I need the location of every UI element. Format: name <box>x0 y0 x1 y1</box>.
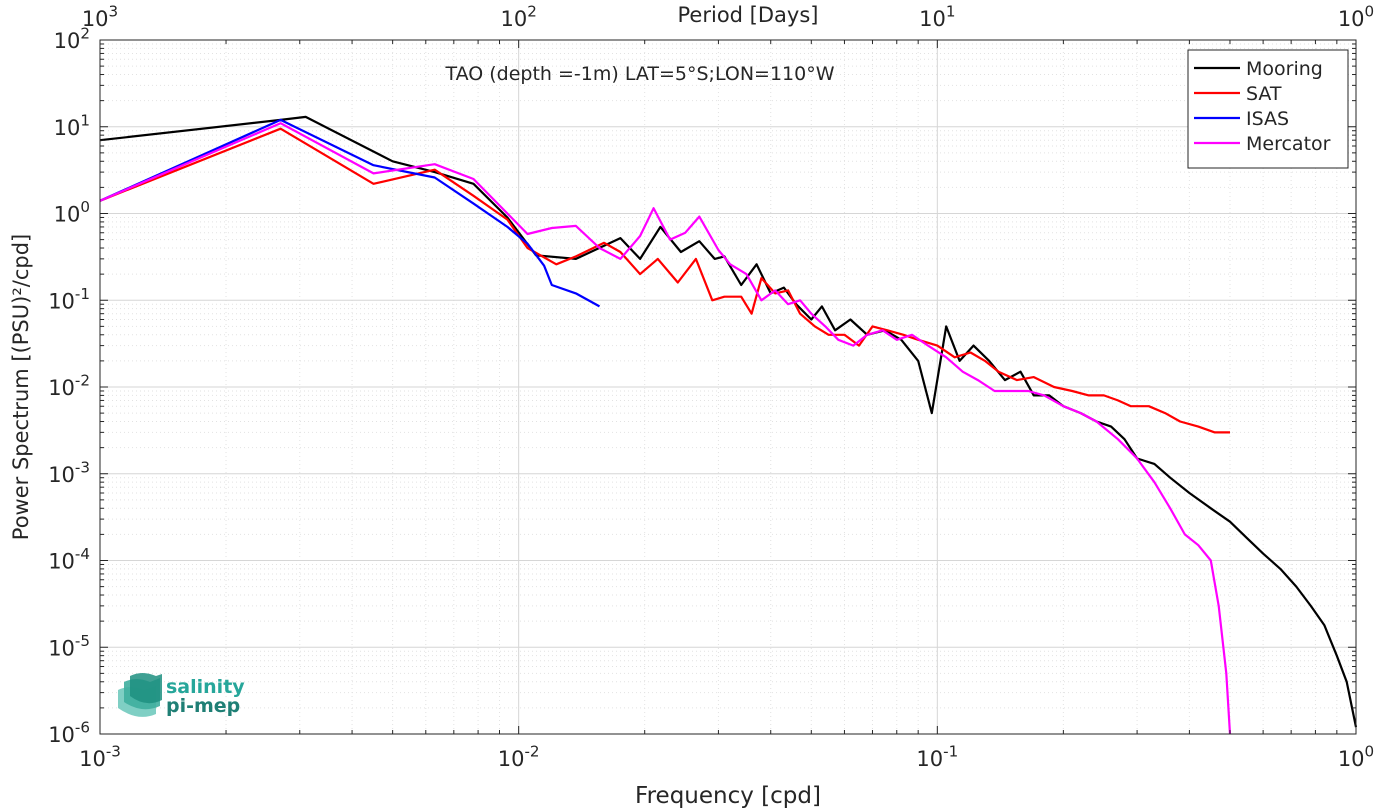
chart-title: TAO (depth =-1m) LAT=5°S;LON=110°W <box>444 63 834 85</box>
top-axis-title: Period [Days] <box>678 3 819 27</box>
x-tick-label: 10-3 <box>79 743 121 771</box>
axis-ticks <box>99 39 1357 735</box>
logo-text-line1: salinity <box>166 676 245 698</box>
y-tick-label: 102 <box>54 25 90 53</box>
series-line-mercator <box>99 122 1232 735</box>
minor-grid <box>100 40 1356 734</box>
top-tick-label: 100 <box>1338 3 1374 31</box>
top-tick-label: 101 <box>919 3 955 31</box>
x-tick-label: 10-2 <box>498 743 540 771</box>
logo-icon <box>118 673 162 717</box>
legend-items: Mooring SAT ISAS Mercator <box>1194 58 1331 155</box>
y-tick-label: 10-6 <box>48 719 90 747</box>
y-tick-label: 10-5 <box>48 632 90 660</box>
legend-box <box>1187 49 1349 169</box>
top-tick-label: 102 <box>500 3 536 31</box>
y-tick-label: 101 <box>54 111 90 139</box>
y-tick-label: 10-3 <box>48 458 90 486</box>
legend-label-isas: ISAS <box>1246 108 1289 130</box>
y-tick-label: 10-2 <box>48 372 90 400</box>
y-tick-label: 10-1 <box>48 285 90 313</box>
salinity-pi-mep-logo: salinity pi-mep <box>118 673 245 717</box>
x-axis-title: Frequency [cpd] <box>635 783 821 809</box>
x-tick-label: 10-1 <box>916 743 958 771</box>
legend-label-mercator: Mercator <box>1246 133 1331 155</box>
logo-text-line2: pi-mep <box>166 695 240 717</box>
series-line-sat <box>99 127 1230 434</box>
series-layer <box>99 115 1358 735</box>
y-tick-label: 10-4 <box>48 545 90 573</box>
legend-label-sat: SAT <box>1246 83 1282 105</box>
x-tick-label: 100 <box>1338 743 1374 771</box>
series-line-isas <box>99 118 601 308</box>
y-axis-title: Power Spectrum [(PSU)²/cpd] <box>9 234 33 540</box>
legend: Mooring SAT ISAS Mercator <box>1187 49 1349 169</box>
y-tick-label: 100 <box>54 198 90 226</box>
legend-label-mooring: Mooring <box>1246 58 1323 80</box>
top-tick-label: 103 <box>82 3 118 31</box>
